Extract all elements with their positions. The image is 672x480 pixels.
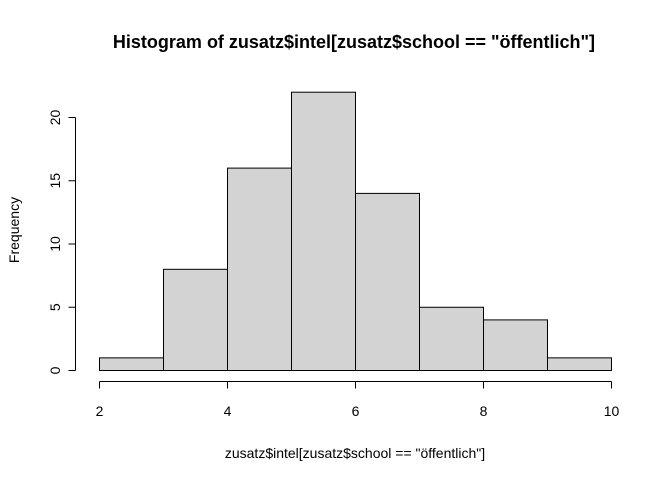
y-tick-label-0: 0 — [47, 366, 63, 374]
histogram-bar-3 — [227, 167, 292, 371]
histogram-bar-7 — [483, 319, 548, 371]
histogram-bar-5 — [355, 192, 420, 371]
y-axis: 0 5 10 15 20 — [47, 110, 76, 374]
chart-title: Histogram of zusatz$intel[zusatz$school … — [113, 32, 595, 52]
y-axis-label: Frequency — [6, 197, 22, 263]
x-tick-label-2: 2 — [96, 403, 104, 419]
x-tick-label-10: 10 — [604, 403, 620, 419]
x-tick-label-6: 6 — [352, 403, 360, 419]
y-tick-label-20: 20 — [47, 110, 63, 126]
x-tick-label-4: 4 — [224, 403, 232, 419]
y-tick-label-10: 10 — [47, 236, 63, 252]
histogram-bar-2 — [163, 268, 228, 371]
x-axis: 2 4 6 8 10 — [96, 381, 620, 419]
histogram-bar-1 — [99, 357, 164, 372]
histogram-bar-4 — [291, 91, 356, 371]
histogram-bar-8 — [547, 357, 612, 372]
x-tick-label-8: 8 — [480, 403, 488, 419]
y-tick-label-15: 15 — [47, 173, 63, 189]
bars-group — [99, 91, 612, 372]
y-tick-label-5: 5 — [47, 303, 63, 311]
x-axis-label: zusatz$intel[zusatz$school == "öffentlic… — [225, 445, 485, 461]
histogram-bar-6 — [419, 306, 484, 371]
